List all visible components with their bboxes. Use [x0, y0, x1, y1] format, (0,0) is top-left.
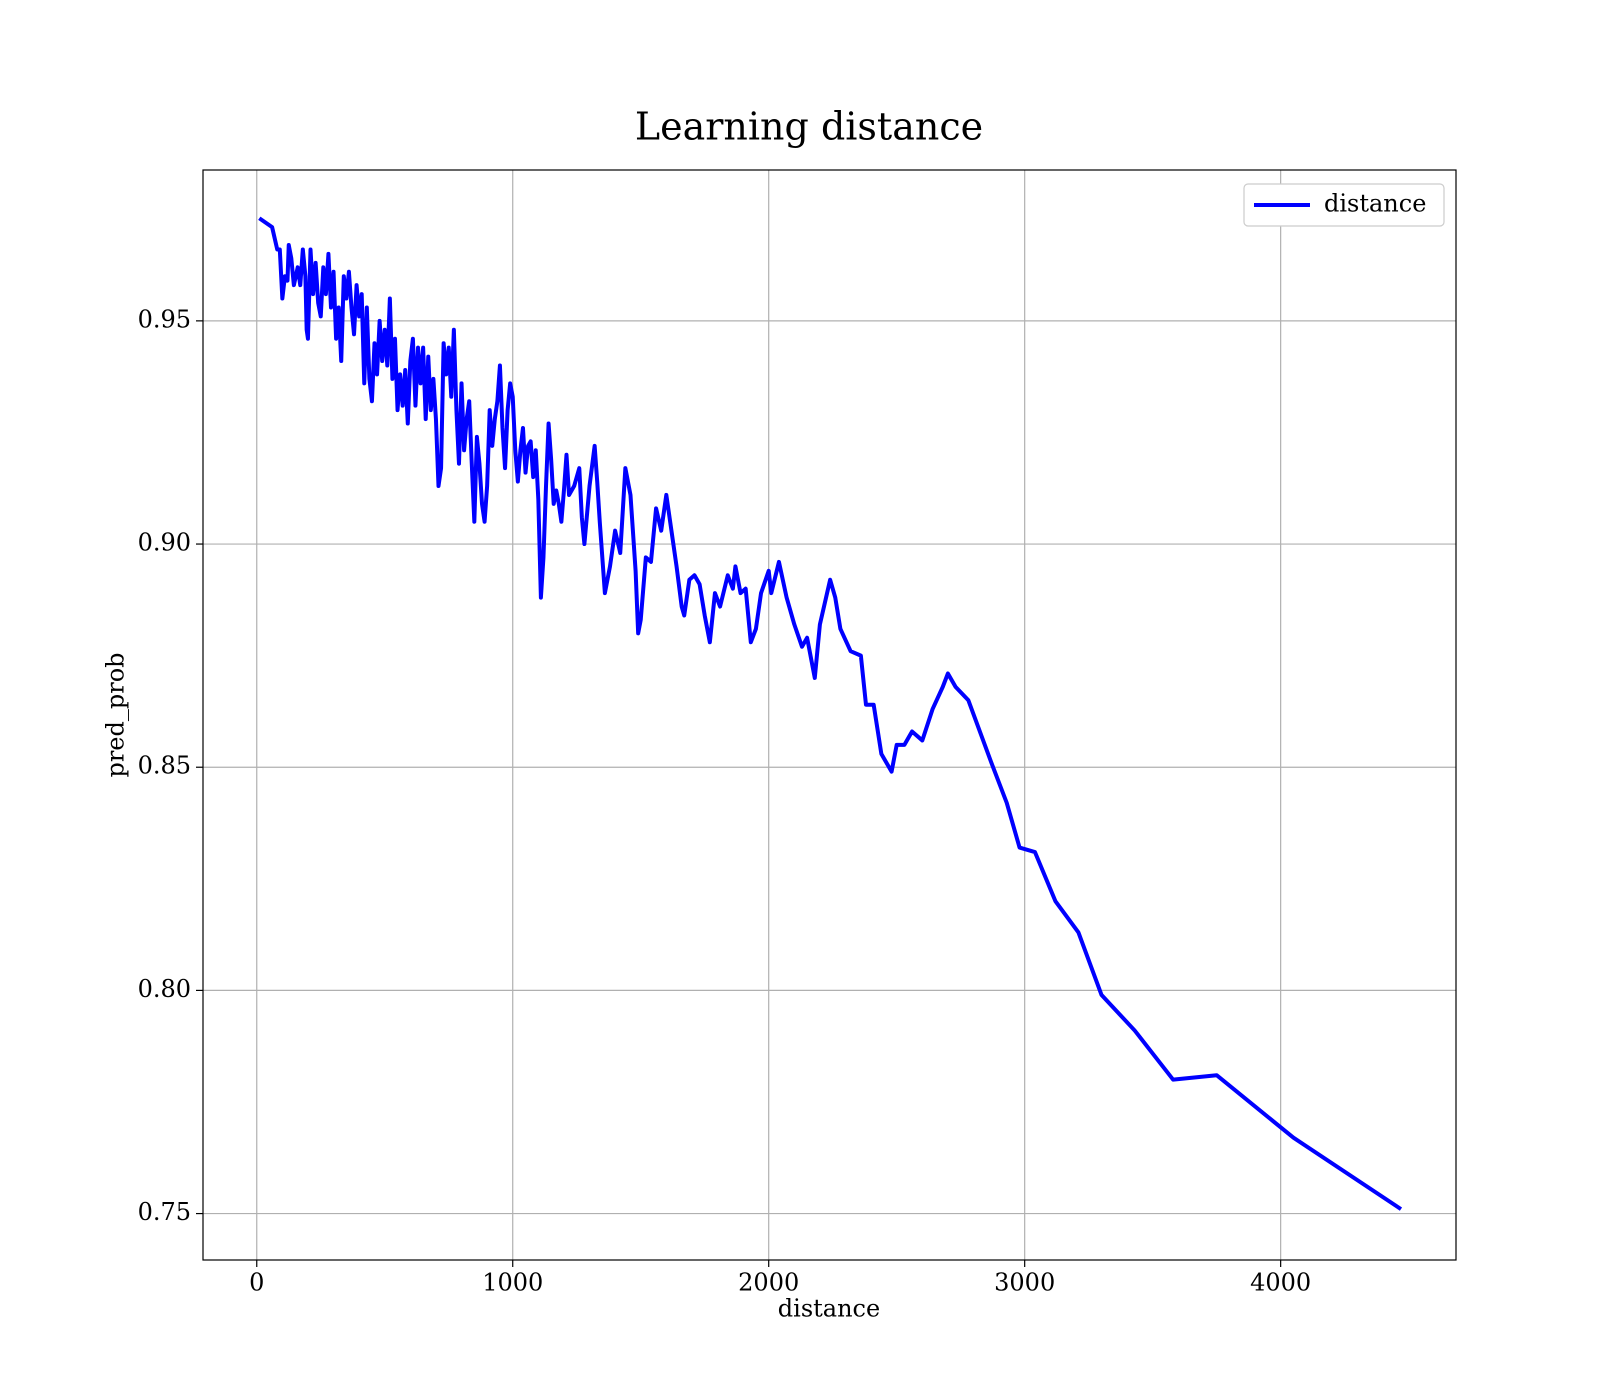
plot-frame — [202, 169, 1457, 1261]
y-tick-label: 0.85 — [138, 752, 191, 780]
line-series — [258, 216, 1403, 1211]
y-tick-label: 0.95 — [138, 305, 191, 333]
x-tick-label: 2000 — [738, 1269, 799, 1297]
x-axis-label: distance — [778, 1295, 880, 1323]
chart-title: Learning distance — [635, 105, 983, 149]
x-tick-label: 0 — [249, 1269, 264, 1297]
x-tick-label: 1000 — [482, 1269, 543, 1297]
y-tick-label: 0.75 — [138, 1198, 191, 1226]
legend-label: distance — [1324, 190, 1426, 218]
x-tick-label: 4000 — [1250, 1269, 1311, 1297]
legend-box — [1243, 183, 1445, 227]
y-axis-label: pred_prob — [102, 652, 130, 777]
y-tick-label: 0.90 — [138, 529, 191, 557]
y-tick-label: 0.80 — [138, 975, 191, 1003]
x-tick-label: 3000 — [994, 1269, 1055, 1297]
